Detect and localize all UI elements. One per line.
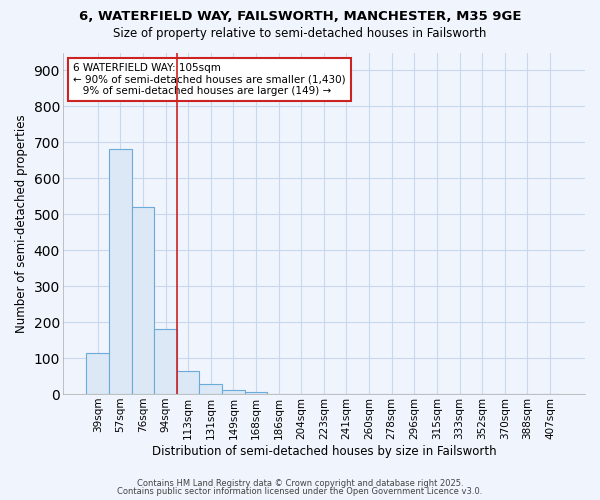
Bar	[199, 384, 222, 394]
Bar	[222, 390, 245, 394]
Text: Size of property relative to semi-detached houses in Failsworth: Size of property relative to semi-detach…	[113, 28, 487, 40]
Text: 6 WATERFIELD WAY: 105sqm
← 90% of semi-detached houses are smaller (1,430)
   9%: 6 WATERFIELD WAY: 105sqm ← 90% of semi-d…	[73, 62, 346, 96]
X-axis label: Distribution of semi-detached houses by size in Failsworth: Distribution of semi-detached houses by …	[152, 444, 496, 458]
Text: Contains HM Land Registry data © Crown copyright and database right 2025.: Contains HM Land Registry data © Crown c…	[137, 478, 463, 488]
Bar	[131, 208, 154, 394]
Bar	[245, 392, 268, 394]
Y-axis label: Number of semi-detached properties: Number of semi-detached properties	[15, 114, 28, 332]
Bar	[86, 354, 109, 394]
Bar	[177, 372, 199, 394]
Text: 6, WATERFIELD WAY, FAILSWORTH, MANCHESTER, M35 9GE: 6, WATERFIELD WAY, FAILSWORTH, MANCHESTE…	[79, 10, 521, 23]
Bar	[154, 329, 177, 394]
Text: Contains public sector information licensed under the Open Government Licence v3: Contains public sector information licen…	[118, 487, 482, 496]
Bar	[109, 149, 131, 394]
